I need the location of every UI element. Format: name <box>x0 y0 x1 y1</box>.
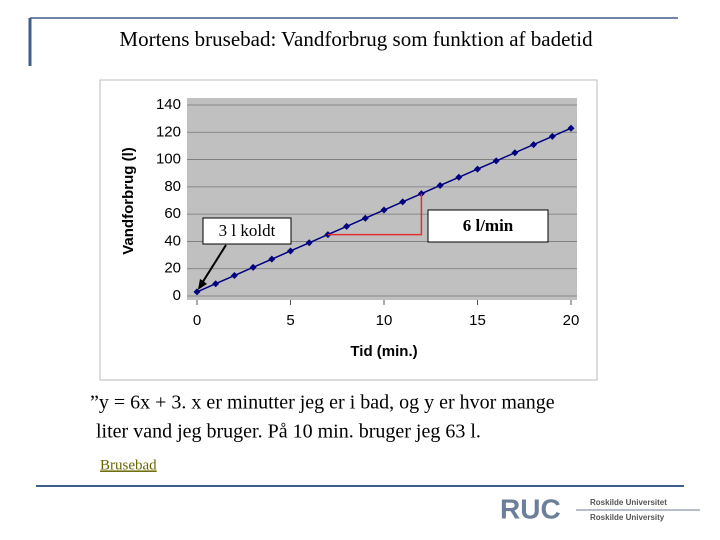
data-point <box>399 198 407 206</box>
data-point <box>361 214 369 222</box>
arrow-head <box>198 278 207 290</box>
data-point <box>455 173 463 181</box>
y-tick-label: 40 <box>164 232 181 249</box>
slide-title: Mortens brusebad: Vandforbrug som funkti… <box>119 27 593 51</box>
data-point <box>230 272 238 280</box>
y-tick-label: 140 <box>156 96 181 113</box>
y-tick-label: 60 <box>164 205 181 222</box>
annotation: 3 l koldt <box>219 221 276 240</box>
data-point <box>343 222 351 230</box>
x-tick-label: 15 <box>469 312 486 329</box>
data-point <box>492 157 500 165</box>
data-point <box>530 141 538 149</box>
x-tick-label: 20 <box>563 312 580 329</box>
logo-line: Roskilde University <box>590 513 665 522</box>
logo-line: Roskilde Universitet <box>590 498 667 507</box>
data-point <box>212 280 220 288</box>
data-point <box>268 255 276 263</box>
y-tick-label: 100 <box>156 151 181 168</box>
data-point <box>474 165 481 173</box>
x-tick-label: 0 <box>193 312 201 329</box>
body-line: ”y = 6x + 3. x er minutter jeg er i bad,… <box>90 392 555 414</box>
plot-area <box>187 98 577 300</box>
slope-guide <box>327 193 423 236</box>
annotation-arrow <box>198 244 227 289</box>
data-point <box>511 149 519 157</box>
data-point <box>305 239 313 247</box>
y-tick-label: 0 <box>173 287 181 304</box>
y-tick-label: 20 <box>164 260 181 277</box>
chart: 0 20 40 60 80 100 120 140 0 5 10 15 20 Tid (min.) Vand… <box>120 96 579 360</box>
data-point <box>193 288 201 296</box>
annotation-box <box>202 217 292 245</box>
data-point <box>548 132 556 140</box>
data-point <box>249 263 257 271</box>
body-line: liter vand jeg bruger. På 10 min. bruger… <box>96 421 481 443</box>
data-point <box>380 206 388 214</box>
x-axis-label: Tid (min.) <box>350 343 417 360</box>
logo-mark: RUC <box>500 493 561 524</box>
data-point <box>287 247 294 255</box>
x-tick-label: 5 <box>286 312 294 329</box>
y-tick-label: 80 <box>164 178 181 195</box>
data-point <box>436 181 444 189</box>
link[interactable]: Brusebad <box>100 457 157 473</box>
data-point <box>567 124 575 132</box>
y-axis-label: Vandforbrug (l) <box>120 147 137 255</box>
annotation-box <box>427 209 549 243</box>
annotation: 6 l/min <box>463 216 514 235</box>
y-tick-label: 120 <box>156 123 181 140</box>
x-tick-label: 10 <box>376 312 393 329</box>
